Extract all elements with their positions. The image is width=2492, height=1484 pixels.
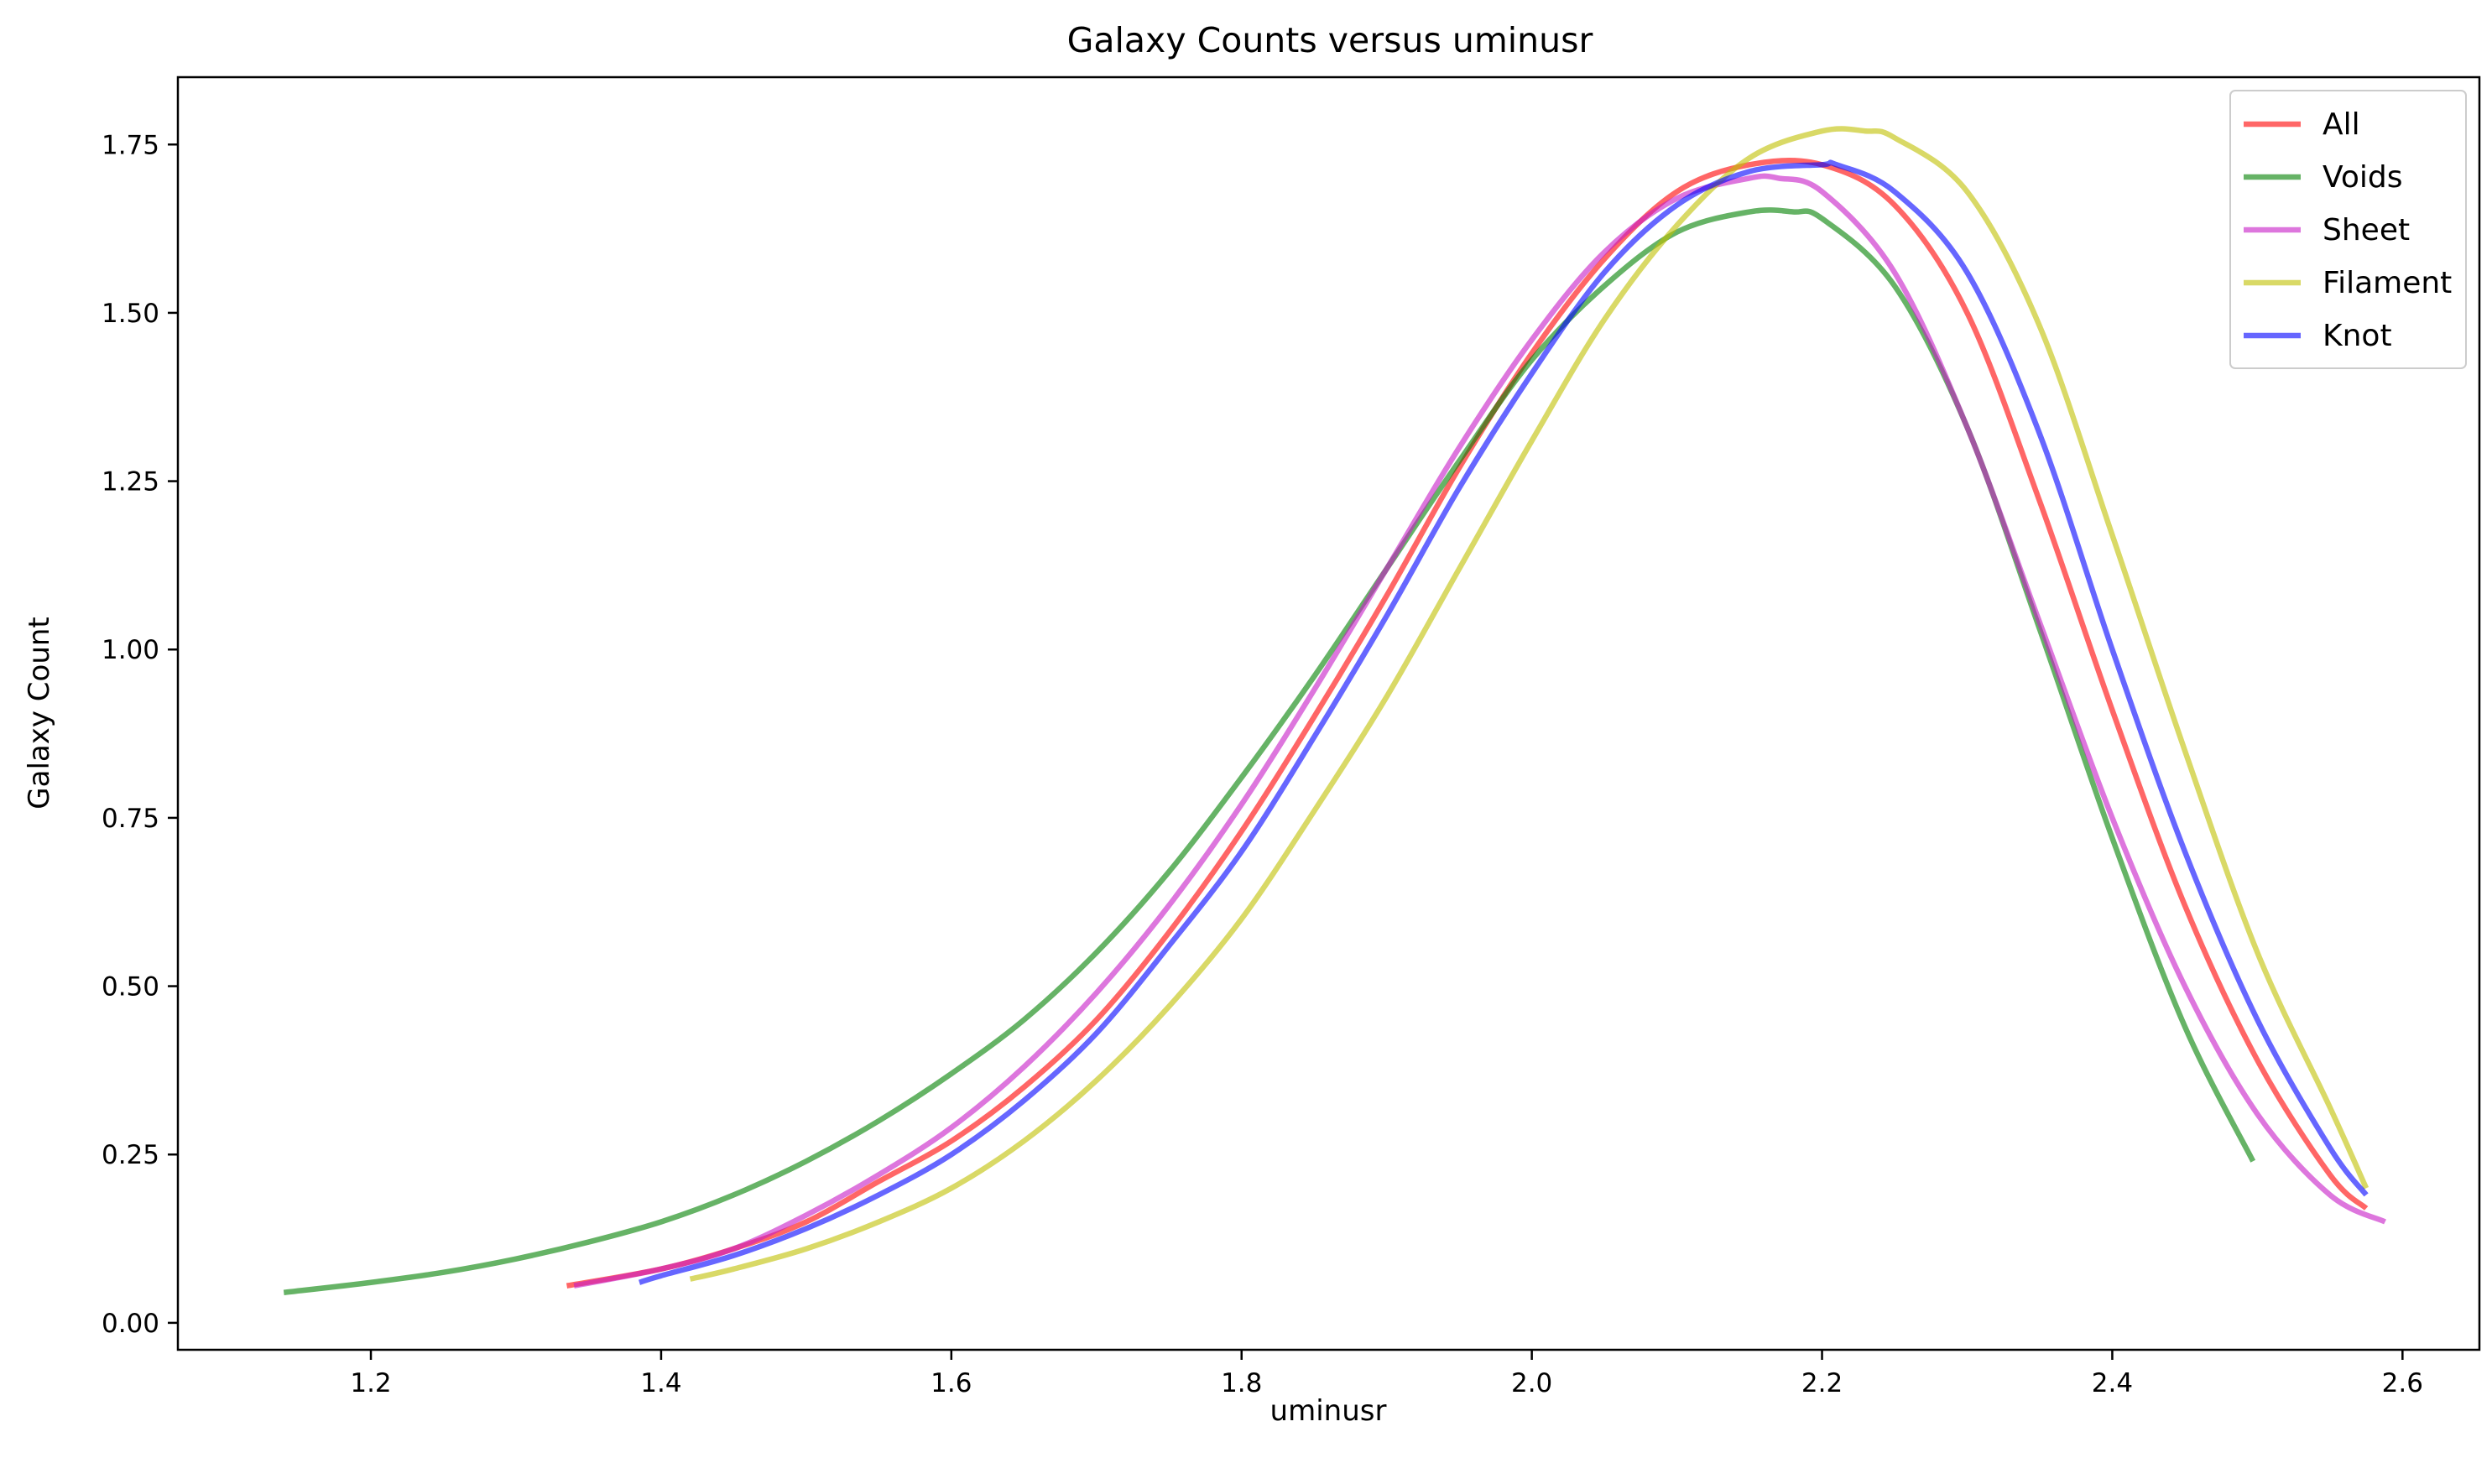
y-tick-label: 0.00 (102, 1309, 159, 1339)
x-tick-label: 2.6 (2382, 1368, 2423, 1398)
legend-label: Voids (2323, 160, 2402, 195)
legend-label: Knot (2323, 319, 2392, 353)
y-tick-label: 1.75 (102, 130, 159, 160)
plot-frame (176, 76, 2481, 1351)
series-line-filament (689, 126, 2369, 1282)
x-tick-label: 2.2 (1801, 1368, 1843, 1398)
chart-title: Galaxy Counts versus uminusr (1067, 20, 1593, 60)
series-line-all (566, 158, 2369, 1289)
x-tick-label: 2.4 (2092, 1368, 2133, 1398)
series-line-sheet (573, 173, 2387, 1289)
x-tick-label: 1.6 (931, 1368, 972, 1398)
series-layer (283, 126, 2387, 1296)
y-axis: 0.00 0.25 0.50 0.75 1.00 1.25 1.50 1.75 (102, 130, 178, 1339)
x-tick-label: 1.8 (1221, 1368, 1262, 1398)
x-tick-label: 2.0 (1511, 1368, 1552, 1398)
y-tick-label: 0.50 (102, 972, 159, 1002)
y-tick-label: 1.50 (102, 299, 159, 329)
legend-label: Filament (2323, 266, 2452, 300)
y-tick-label: 1.00 (102, 635, 159, 665)
legend-label: All (2323, 107, 2360, 142)
y-tick-label: 0.75 (102, 804, 159, 834)
x-tick-label: 1.4 (640, 1368, 681, 1398)
y-tick-label: 0.25 (102, 1140, 159, 1170)
x-axis: 1.2 1.4 1.6 1.8 2.0 2.2 2.4 2.6 (350, 1350, 2423, 1398)
legend-box (2229, 90, 2467, 369)
x-tick-label: 1.2 (350, 1368, 391, 1398)
legend: All Voids Sheet Filament Knot (2229, 90, 2467, 369)
y-axis-label: Galaxy Count (23, 617, 56, 809)
series-line-knot (638, 159, 2369, 1285)
x-axis-label: uminusr (1270, 1394, 1387, 1428)
legend-label: Sheet (2323, 213, 2410, 247)
y-tick-label: 1.25 (102, 467, 159, 497)
